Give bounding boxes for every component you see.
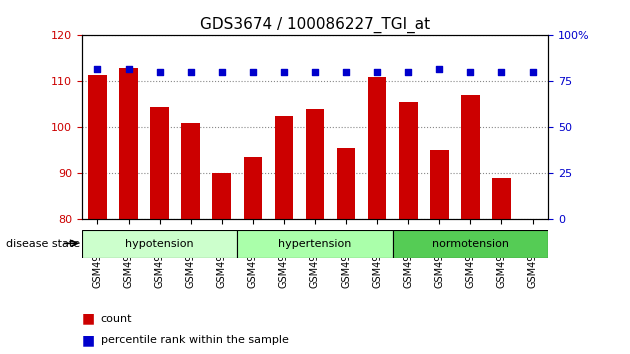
Text: hypertension: hypertension [278, 239, 352, 249]
Point [123, 66, 134, 72]
Bar [212, 173, 231, 219]
Point [217, 69, 227, 75]
Bar [337, 148, 355, 219]
Text: count: count [101, 314, 132, 324]
Bar [430, 150, 449, 219]
Bar [151, 107, 169, 219]
Bar [368, 77, 386, 219]
FancyBboxPatch shape [238, 230, 392, 258]
Text: percentile rank within the sample: percentile rank within the sample [101, 335, 289, 345]
Point [154, 69, 164, 75]
Point [310, 69, 320, 75]
Point [248, 69, 258, 75]
Bar [461, 95, 479, 219]
Text: ■: ■ [82, 333, 95, 347]
Title: GDS3674 / 100086227_TGI_at: GDS3674 / 100086227_TGI_at [200, 16, 430, 33]
Point [372, 69, 382, 75]
Bar [399, 102, 418, 219]
Point [496, 69, 507, 75]
Point [93, 66, 103, 72]
Bar [181, 123, 200, 219]
Bar [492, 178, 511, 219]
Point [341, 69, 351, 75]
FancyBboxPatch shape [82, 230, 238, 258]
Point [466, 69, 476, 75]
Bar [119, 68, 138, 219]
Bar [244, 157, 262, 219]
Bar [275, 116, 293, 219]
Point [527, 69, 537, 75]
Point [279, 69, 289, 75]
Bar [306, 109, 324, 219]
Text: hypotension: hypotension [125, 239, 194, 249]
FancyBboxPatch shape [392, 230, 548, 258]
Point [403, 69, 413, 75]
Point [434, 66, 444, 72]
Bar [88, 74, 106, 219]
Text: normotension: normotension [432, 239, 509, 249]
Point [186, 69, 196, 75]
Text: disease state: disease state [6, 239, 81, 249]
Text: ■: ■ [82, 312, 95, 326]
